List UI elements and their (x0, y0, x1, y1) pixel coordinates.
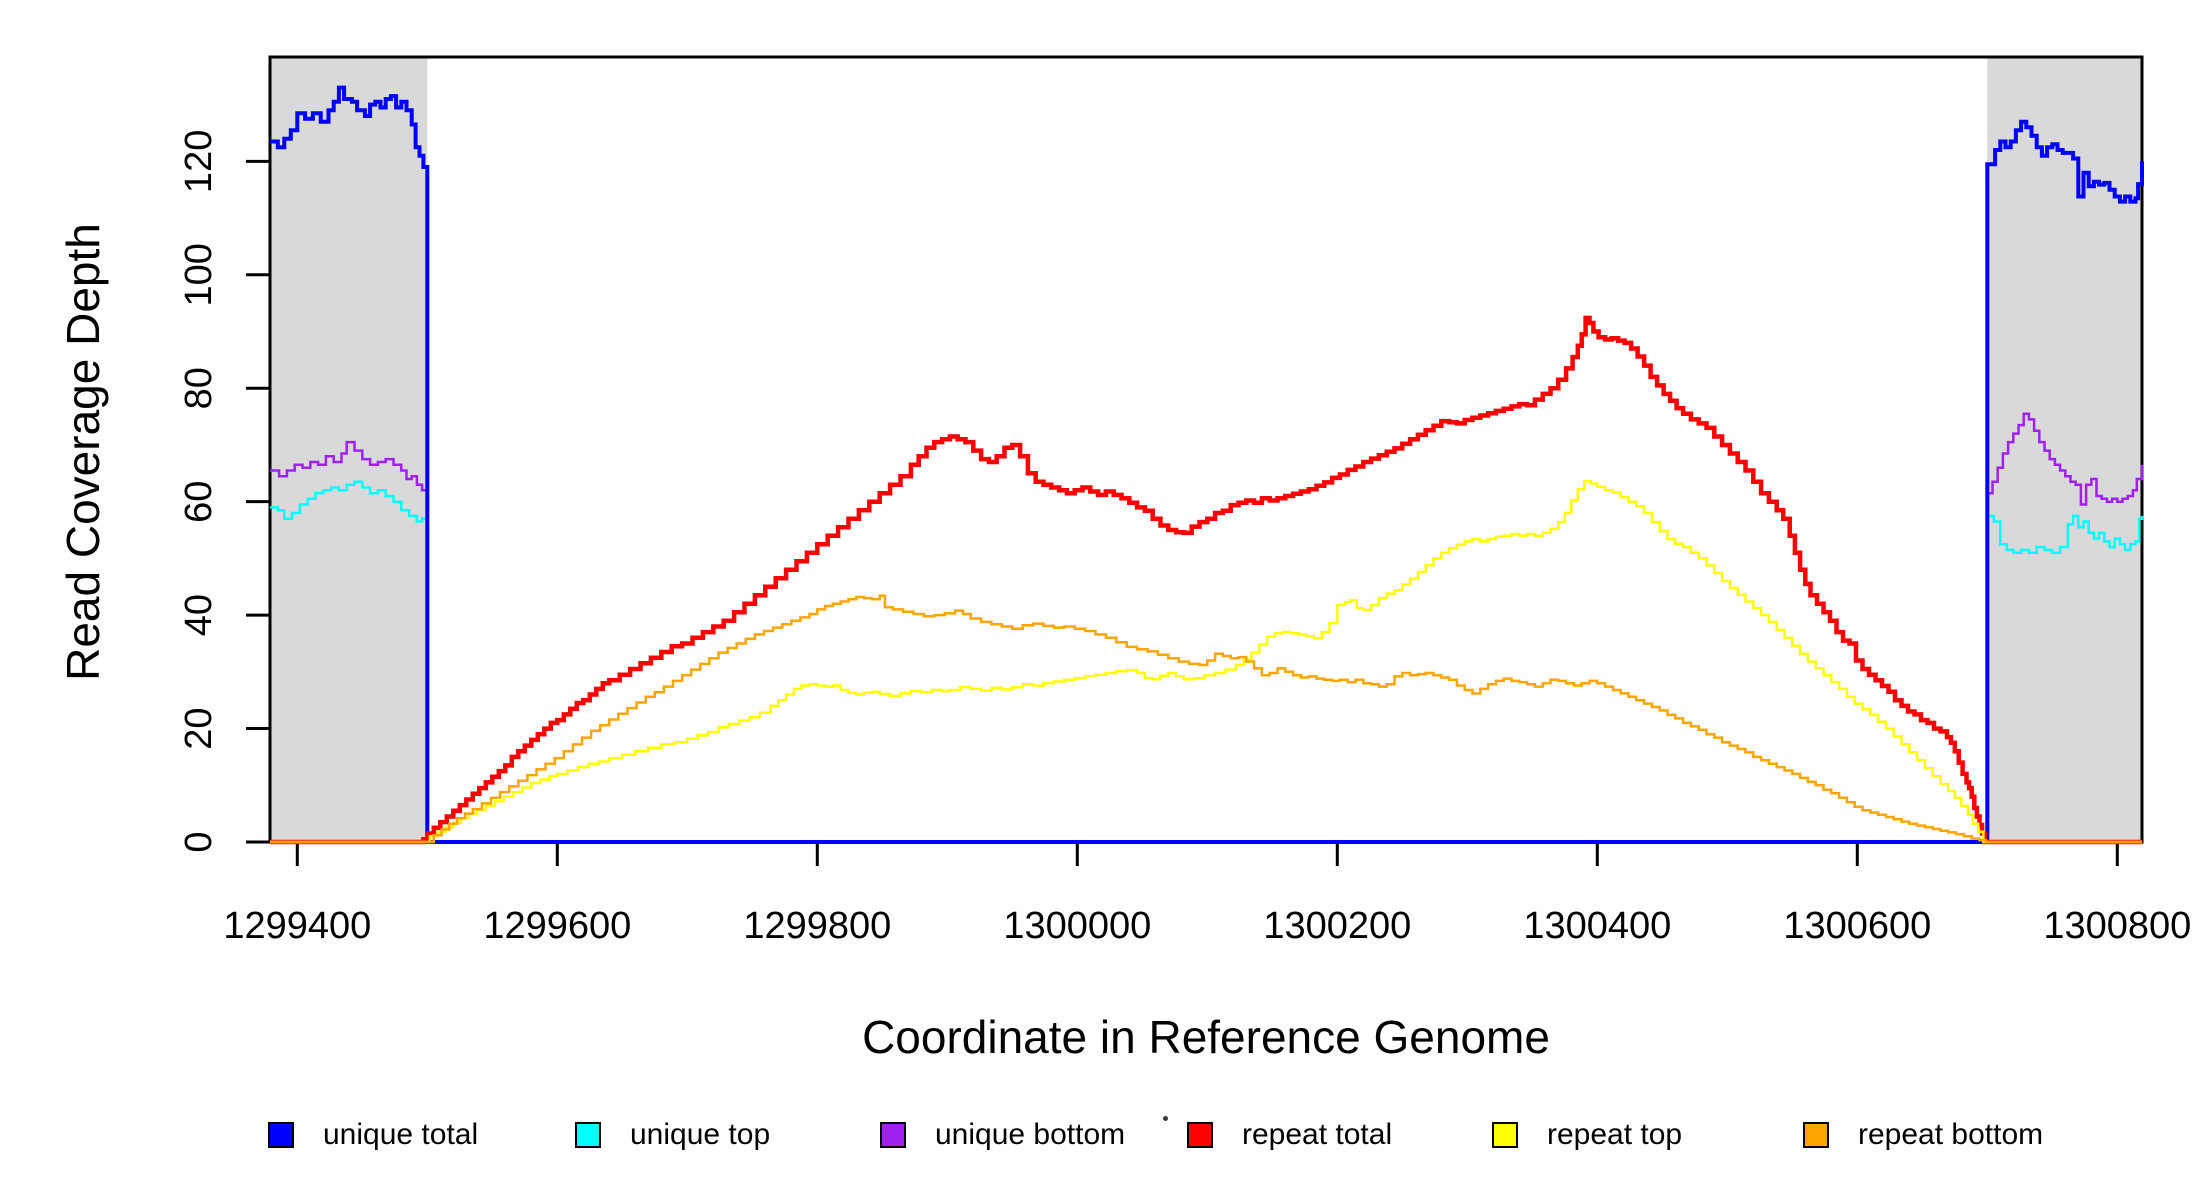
series-unique-top (270, 480, 2144, 844)
x-axis-title: Coordinate in Reference Genome (862, 1011, 1550, 1063)
y-axis-title: Read Coverage Depth (57, 223, 109, 681)
legend-label: unique top (630, 1118, 771, 1151)
series-repeat-total (270, 315, 2142, 845)
y-tick-label: 80 (178, 367, 220, 409)
shaded-region (270, 57, 428, 842)
series-repeat-bottom (270, 594, 2142, 844)
x-tick-label: 1300600 (1783, 905, 1931, 947)
series-repeat-top (270, 480, 2142, 844)
unique-bottom-swatch-icon (880, 1122, 906, 1148)
repeat-bottom-swatch-icon (1803, 1122, 1829, 1148)
y-tick-label: 40 (178, 594, 220, 636)
unique-top-swatch-icon (575, 1122, 601, 1148)
legend-label: unique bottom (935, 1118, 1126, 1151)
x-tick-label: 1299600 (483, 905, 631, 947)
unique-total-swatch-icon (268, 1122, 294, 1148)
x-tick-label: 1299800 (743, 905, 891, 947)
legend-label: unique total (323, 1118, 479, 1151)
x-tick-label: 1300200 (1263, 905, 1411, 947)
series-unique-bottom (270, 412, 2144, 844)
repeat-top-swatch-icon (1492, 1122, 1518, 1148)
y-tick-label: 60 (178, 481, 220, 523)
shaded-region (1987, 57, 2142, 842)
y-tick-label: 100 (178, 243, 220, 306)
y-tick-label: 20 (178, 707, 220, 749)
x-tick-label: 1300800 (2043, 905, 2191, 947)
x-tick-label: 1300400 (1523, 905, 1671, 947)
legend-label: repeat total (1242, 1118, 1393, 1151)
stray-dot-artifact (1163, 1116, 1168, 1121)
y-tick-label: 120 (178, 130, 220, 193)
series-unique-total (270, 85, 2144, 844)
repeat-total-swatch-icon (1187, 1122, 1213, 1148)
x-tick-label: 1300000 (1003, 905, 1151, 947)
legend-label: repeat bottom (1858, 1118, 2044, 1151)
legend-label: repeat top (1547, 1118, 1683, 1151)
y-tick-label: 0 (178, 831, 220, 852)
x-tick-label: 1299400 (223, 905, 371, 947)
